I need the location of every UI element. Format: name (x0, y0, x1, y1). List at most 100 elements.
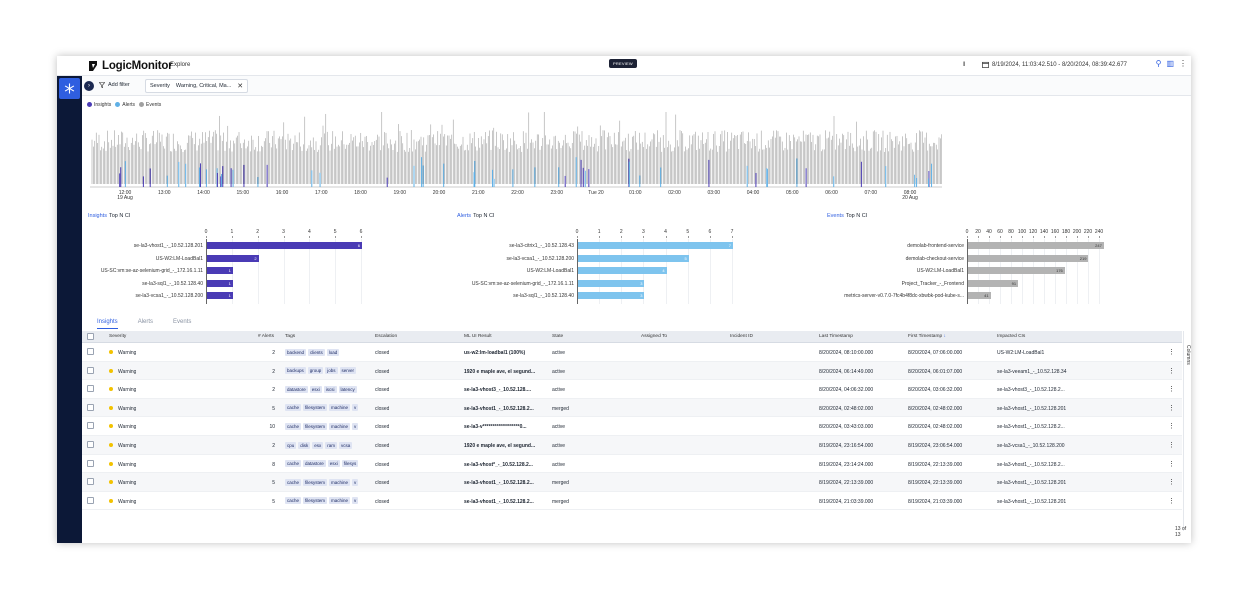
table-row[interactable]: Warning 5 cache filesystem machine v closed se-… (82, 473, 1182, 492)
row-menu-icon[interactable]: ⋮ (1168, 386, 1175, 394)
tag-chip[interactable]: esxi (327, 460, 340, 468)
tag-chip[interactable]: machine (329, 422, 351, 430)
tag-chip[interactable]: datastore (303, 460, 326, 468)
col-first-timestamp[interactable]: First Timestamp ↓ (908, 334, 946, 339)
row-menu-icon[interactable]: ⋮ (1168, 367, 1175, 375)
tag-chip[interactable]: cache (285, 478, 302, 486)
columns-panel-toggle[interactable]: Columns (1183, 331, 1191, 531)
tab-alerts[interactable]: Alerts (137, 319, 154, 325)
row-menu-icon[interactable]: ⋮ (1168, 479, 1175, 487)
bar-events[interactable]: 176 (968, 267, 1065, 275)
legend-item-events[interactable]: Events (139, 102, 161, 108)
bar-insights[interactable]: 1 (207, 267, 233, 275)
table-row[interactable]: Warning 2 backups group jobs server closed 1920… (82, 361, 1182, 381)
tag-chip[interactable]: iscsi (323, 385, 337, 393)
select-all-checkbox[interactable] (87, 333, 94, 340)
more-menu-icon[interactable]: ⋮ (1179, 59, 1187, 68)
tag-chip[interactable]: load (326, 348, 340, 356)
tag-chip[interactable]: datastore (285, 385, 308, 393)
col-assigned-to[interactable]: Assigned To (641, 334, 668, 339)
topn-heading[interactable]: Alerts (457, 213, 472, 219)
expand-panel-button[interactable]: › (84, 81, 94, 91)
bar-alerts[interactable]: 3 (578, 279, 645, 287)
row-checkbox[interactable] (87, 348, 94, 355)
row-checkbox[interactable] (87, 385, 94, 393)
tag-chip[interactable]: group (307, 367, 324, 375)
search-icon[interactable]: ⚲ (1155, 59, 1162, 68)
tab-insights[interactable]: Insights (97, 319, 118, 329)
add-filter-button[interactable]: Add filter (99, 82, 130, 88)
tag-chip[interactable]: latency (338, 385, 357, 393)
table-row[interactable]: Warning 8 cache datastore esxi filesys closed s… (82, 455, 1182, 474)
close-icon[interactable]: ✕ (237, 83, 244, 90)
row-menu-icon[interactable]: ⋮ (1168, 497, 1175, 505)
row-checkbox[interactable] (87, 422, 94, 430)
col-last-timestamp[interactable]: Last Timestamp (819, 334, 853, 339)
row-menu-icon[interactable]: ⋮ (1168, 423, 1175, 431)
tag-chip[interactable]: v (352, 478, 359, 486)
col-severity[interactable]: Severity (109, 334, 127, 339)
row-checkbox[interactable] (87, 496, 94, 504)
bar-alerts[interactable]: 3 (578, 292, 645, 300)
row-menu-icon[interactable]: ⋮ (1168, 460, 1175, 468)
tag-chip[interactable]: machine (329, 404, 351, 412)
tag-chip[interactable]: cache (285, 460, 302, 468)
table-row[interactable]: Warning 2 datastore esxi iscsi latency closed s… (82, 380, 1182, 399)
col-ml-ui-result[interactable]: ML UI Result (464, 334, 492, 339)
tag-chip[interactable]: vcsa (339, 441, 353, 449)
tag-chip[interactable]: jobs (325, 367, 338, 375)
tag-chip[interactable]: server (339, 367, 357, 375)
tag-chip[interactable]: cache (285, 404, 302, 412)
bar-insights[interactable]: 1 (207, 292, 233, 300)
tag-chip[interactable]: cache (285, 422, 302, 430)
table-row[interactable]: Warning 10 cache filesystem machine v closed se… (82, 417, 1182, 436)
row-menu-icon[interactable]: ⋮ (1168, 442, 1175, 449)
tag-chip[interactable]: filesys (341, 460, 359, 468)
time-range-selector[interactable]: 8/19/2024, 11:03:42.510 - 8/20/2024, 08:… (982, 61, 1127, 68)
row-menu-icon[interactable]: ⋮ (1168, 404, 1175, 412)
tag-chip[interactable]: v (352, 497, 359, 505)
topn-heading[interactable]: Events (827, 213, 844, 219)
col-impacted-cis[interactable]: Impacted CIs (997, 334, 1026, 339)
tag-chip[interactable]: backups (285, 367, 306, 375)
tag-chip[interactable]: esx (312, 441, 324, 449)
row-checkbox[interactable] (87, 441, 94, 448)
legend-item-alerts[interactable]: Alerts (115, 102, 135, 108)
table-row[interactable]: Warning 5 cache filesystem machine v closed se-… (82, 398, 1182, 418)
severity-filter-chip[interactable]: Severity Warning, Critical, Ma... ✕ (145, 79, 249, 93)
bar-events[interactable]: 247 (968, 242, 1104, 249)
brand[interactable]: LogicMonitor (87, 59, 173, 73)
tag-chip[interactable]: filesystem (303, 478, 328, 486)
pause-button[interactable]: II (963, 62, 966, 68)
legend-item-insights[interactable]: Insights (87, 102, 111, 108)
bar-events[interactable]: 219 (968, 254, 1089, 262)
tag-chip[interactable]: machine (329, 478, 351, 486)
col-escalation[interactable]: Escalation (375, 334, 398, 339)
col-alerts[interactable]: # Alerts (258, 334, 274, 339)
layout-toggle-icon[interactable]: ▥ (1166, 59, 1174, 68)
topn-heading[interactable]: Insights (88, 213, 107, 219)
tag-chip[interactable]: clients (308, 348, 325, 356)
tab-events[interactable]: Events (173, 319, 192, 325)
row-checkbox[interactable] (87, 366, 94, 374)
tag-chip[interactable]: filesystem (303, 422, 328, 430)
bar-alerts[interactable]: 5 (578, 254, 689, 262)
bar-events[interactable]: 91 (968, 279, 1019, 287)
tag-chip[interactable]: v (352, 422, 359, 430)
bar-alerts[interactable]: 7 (578, 242, 733, 249)
col-incident-id[interactable]: Incident ID (730, 334, 753, 339)
explore-nav-button[interactable] (59, 78, 80, 99)
bar-insights[interactable]: 1 (207, 279, 233, 287)
table-row[interactable]: Warning 2 backend clients load closed us-w2:lm… (82, 343, 1182, 362)
tag-chip[interactable]: filesystem (303, 497, 328, 505)
bar-insights[interactable]: 2 (207, 254, 259, 262)
row-checkbox[interactable] (87, 478, 94, 486)
tag-chip[interactable]: esxi (309, 385, 322, 393)
bar-alerts[interactable]: 4 (578, 267, 667, 275)
col-tags[interactable]: Tags (285, 334, 296, 339)
tag-chip[interactable]: machine (329, 497, 351, 505)
tag-chip[interactable]: ram (325, 441, 338, 449)
tag-chip[interactable]: v (352, 404, 359, 412)
tag-chip[interactable]: filesystem (303, 404, 328, 412)
tag-chip[interactable]: disk (298, 441, 311, 449)
